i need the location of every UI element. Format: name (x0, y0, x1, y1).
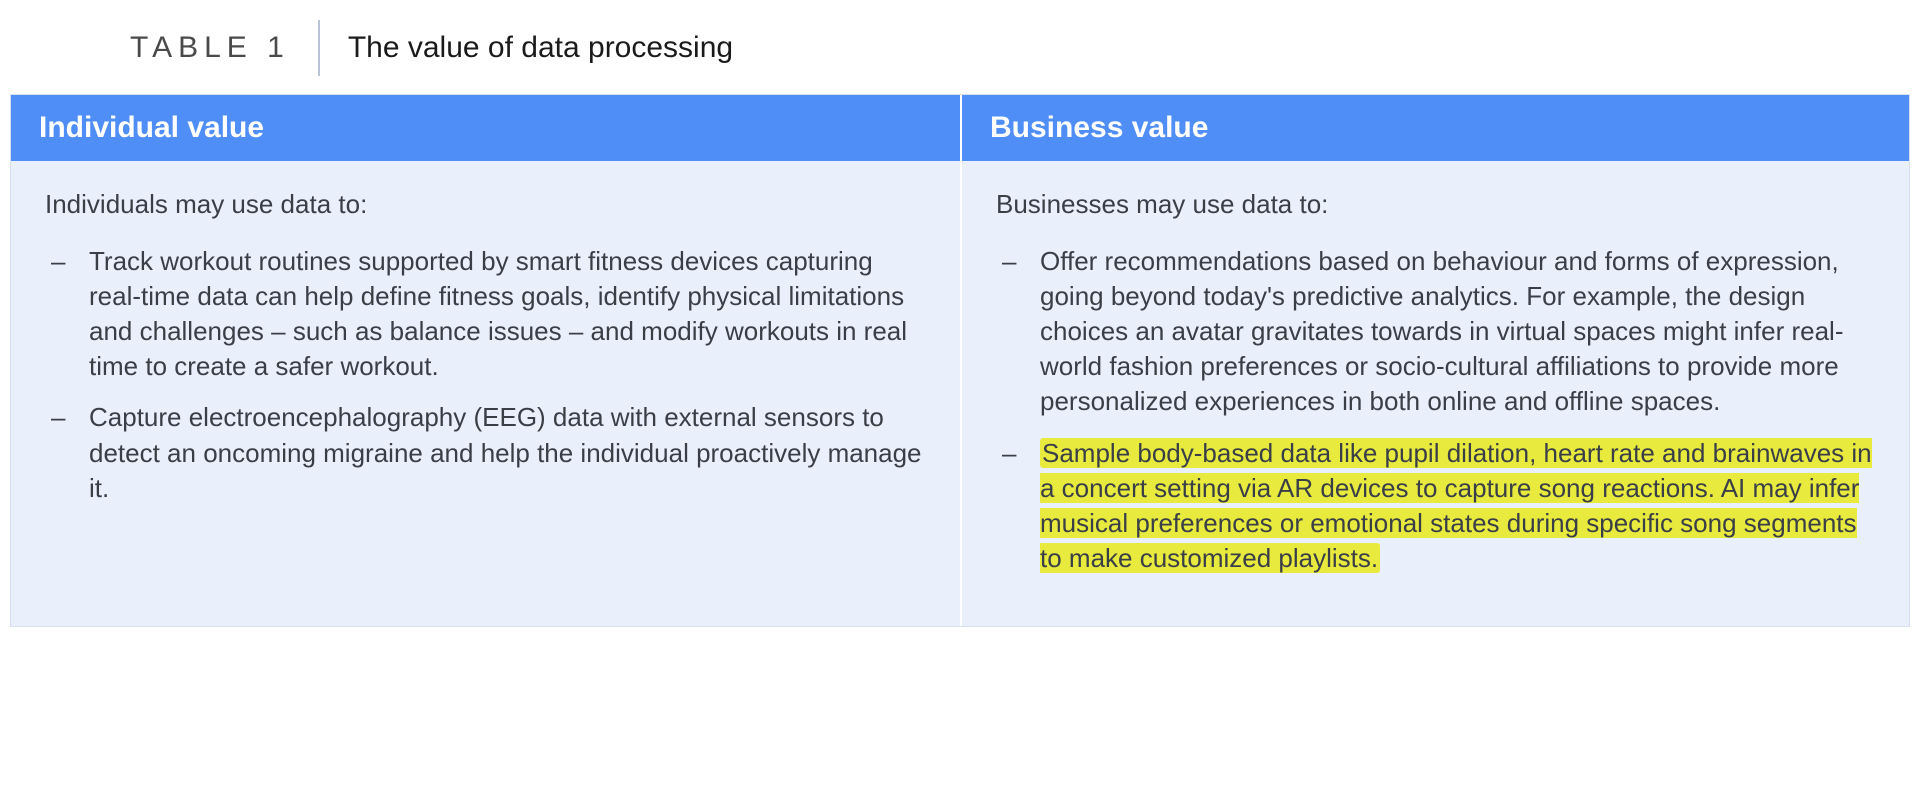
column-business: Business value Businesses may use data t… (960, 95, 1909, 626)
list-individual: Track workout routines supported by smar… (45, 244, 926, 506)
caption-label: TABLE 1 (130, 31, 318, 65)
value-table: Individual value Individuals may use dat… (10, 94, 1910, 627)
caption-title: The value of data processing (320, 31, 733, 65)
list-item: Capture electroencephalography (EEG) dat… (45, 400, 926, 505)
list-item-text: Capture electroencephalography (EEG) dat… (89, 402, 922, 502)
column-body-business: Businesses may use data to: Offer recomm… (962, 161, 1909, 626)
table-caption: TABLE 1 The value of data processing (130, 20, 1910, 76)
list-item: Sample body-based data like pupil dilati… (996, 436, 1875, 576)
column-intro-business: Businesses may use data to: (996, 187, 1875, 222)
column-header-business: Business value (962, 95, 1909, 161)
column-individual: Individual value Individuals may use dat… (11, 95, 960, 626)
list-item-text: Track workout routines supported by smar… (89, 246, 907, 381)
list-item-text: Offer recommendations based on behaviour… (1040, 246, 1843, 416)
list-item: Track workout routines supported by smar… (45, 244, 926, 384)
column-intro-individual: Individuals may use data to: (45, 187, 926, 222)
list-item: Offer recommendations based on behaviour… (996, 244, 1875, 419)
list-item-text-highlighted: Sample body-based data like pupil dilati… (1040, 438, 1872, 573)
column-header-individual: Individual value (11, 95, 960, 161)
list-business: Offer recommendations based on behaviour… (996, 244, 1875, 576)
column-body-individual: Individuals may use data to: Track worko… (11, 161, 960, 556)
